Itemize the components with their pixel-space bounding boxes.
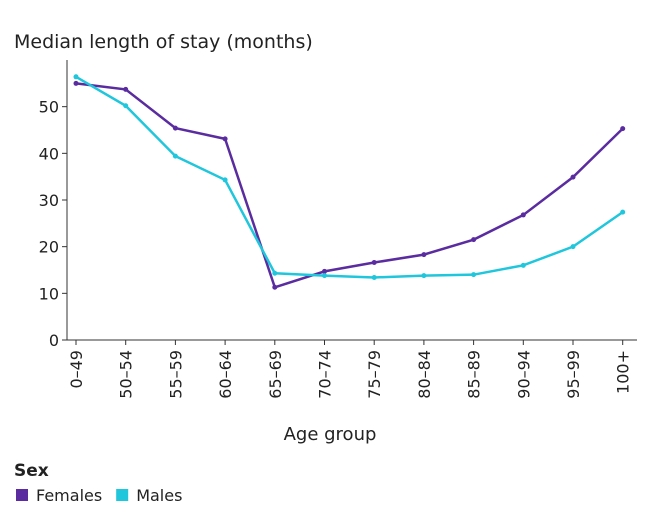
y-tick-label: 0 [49, 331, 59, 350]
point [73, 80, 79, 86]
point [272, 284, 278, 290]
y-tick-label: 20 [39, 238, 59, 257]
point [471, 272, 477, 278]
x-tick-label: 55–59 [166, 350, 185, 399]
x-tick-label: 50–54 [117, 350, 136, 399]
legend-label: Males [136, 486, 182, 505]
point [371, 274, 377, 280]
y-tick-label: 50 [39, 98, 59, 117]
x-tick-label: 65–69 [266, 350, 285, 399]
point [471, 237, 477, 243]
x-tick-label: 85–89 [465, 350, 484, 399]
point [322, 268, 327, 274]
y-tick-label: 40 [39, 144, 59, 163]
point [272, 270, 278, 276]
point [371, 260, 377, 266]
x-tick-label: 70–74 [316, 350, 335, 399]
x-tick-label: 80–84 [415, 350, 434, 399]
legend-label: Females [36, 486, 102, 505]
point [222, 136, 228, 142]
x-axis-label: Age group [284, 424, 377, 445]
point [222, 177, 228, 183]
point [322, 273, 327, 279]
chart-title: Median length of stay (months) [14, 31, 313, 53]
point [123, 103, 129, 109]
point [421, 252, 427, 258]
x-tick-label: 90–94 [514, 350, 533, 399]
point [73, 74, 79, 80]
point [570, 174, 576, 180]
point [172, 125, 178, 131]
point [570, 244, 576, 250]
point [620, 209, 626, 215]
point [520, 262, 526, 268]
x-tick-label: 75–79 [365, 350, 384, 399]
legend-title: Sex [14, 461, 49, 481]
legend-swatch [116, 489, 129, 501]
point [620, 126, 626, 132]
point [123, 86, 129, 92]
point [172, 153, 178, 159]
x-tick-label: 95–99 [564, 350, 583, 399]
x-tick-label: 0–49 [67, 350, 86, 389]
y-tick-label: 10 [39, 284, 59, 303]
x-tick-label: 100+ [614, 350, 633, 394]
y-tick-label: 30 [39, 191, 59, 210]
legend-swatch [16, 489, 28, 501]
line [75, 75, 624, 279]
point [520, 212, 526, 218]
point [421, 273, 427, 279]
x-tick-label: 60–64 [216, 350, 235, 399]
line [75, 82, 624, 289]
